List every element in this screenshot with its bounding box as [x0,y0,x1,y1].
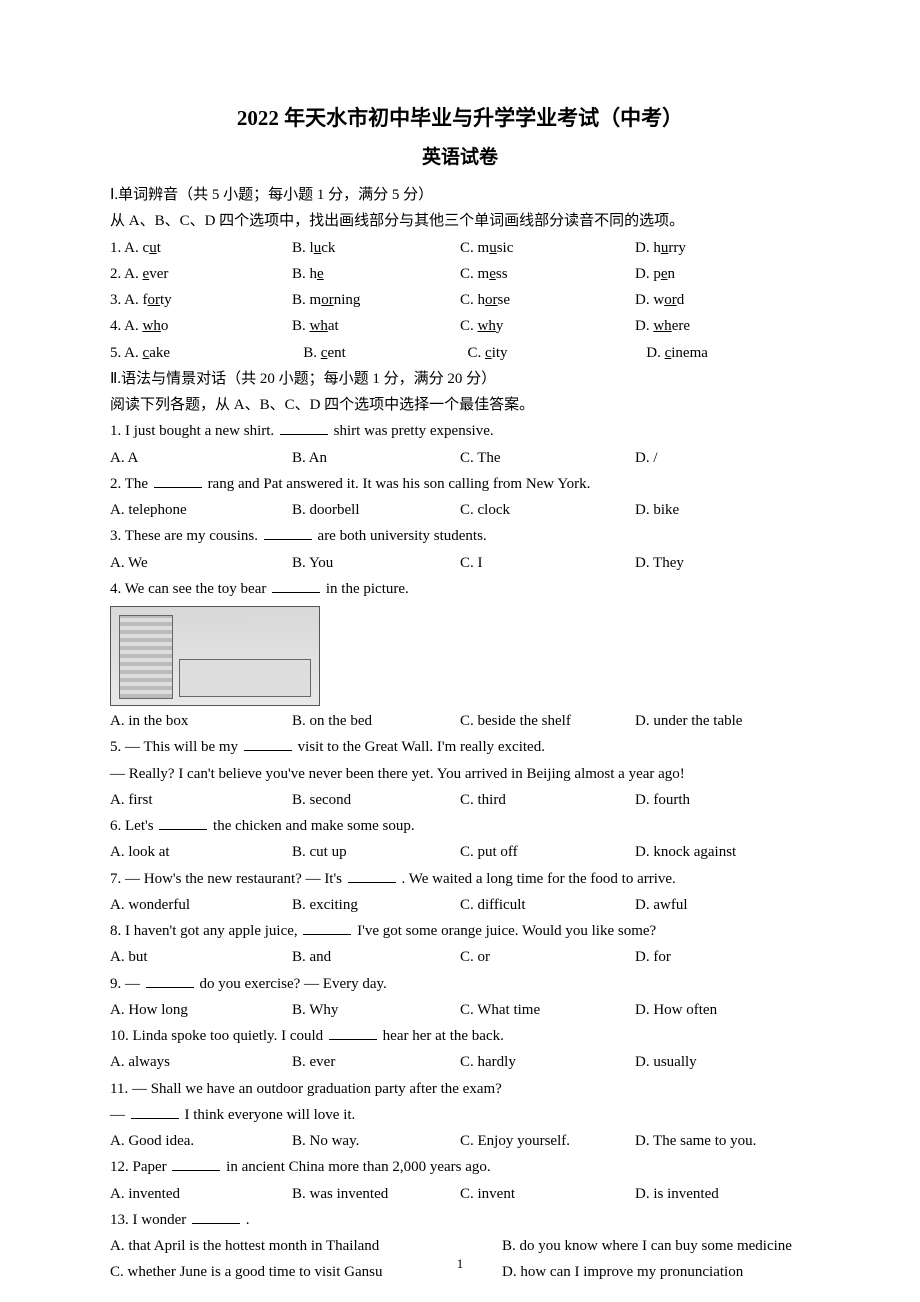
q8-opt-c: C. or [460,944,635,970]
q4-stem: 4. We can see the toy bear in the pictur… [110,576,810,602]
q10-stem: 10. Linda spoke too quietly. I could hea… [110,1023,810,1049]
q8-opt-b: B. and [292,944,460,970]
q10-opt-d: D. usually [635,1049,810,1075]
q1-options: A. A B. An C. The D. / [110,445,810,471]
q1-opt-c: C. The [460,445,635,471]
section-2-header: Ⅱ.语法与情景对话（共 20 小题；每小题 1 分，满分 20 分） [110,366,810,392]
q4-opt-b: B. on the bed [292,708,460,734]
q12-stem: 12. Paper in ancient China more than 2,0… [110,1154,810,1180]
q12-opt-b: B. was invented [292,1181,460,1207]
q4-opt-a: A. in the box [110,708,292,734]
q11-line2: — I think everyone will love it. [110,1102,810,1128]
q2-opt-c: C. clock [460,497,635,523]
q12-opt-a: A. invented [110,1181,292,1207]
q11-opt-d: D. The same to you. [635,1128,810,1154]
q3-opt-d: D. They [635,550,810,576]
q2-stem: 2. The rang and Pat answered it. It was … [110,471,810,497]
phonetics-row-2: 2. A. ever B. he C. mess D. pen [110,261,810,287]
q1-opt-b: B. An [292,445,460,471]
section-1-instruction: 从 A、B、C、D 四个选项中，找出画线部分与其他三个单词画线部分读音不同的选项… [110,208,810,234]
q10-opt-b: B. ever [292,1049,460,1075]
q8-stem: 8. I haven't got any apple juice, I've g… [110,918,810,944]
exam-title: 2022 年天水市初中毕业与升学学业考试（中考） [110,100,810,137]
q9-opt-c: C. What time [460,997,635,1023]
q7-opt-a: A. wonderful [110,892,292,918]
q4-opt-d: D. under the table [635,708,810,734]
q5-opt-b: B. second [292,787,460,813]
section-2-instruction: 阅读下列各题，从 A、B、C、D 四个选项中选择一个最佳答案。 [110,392,810,418]
q3-stem: 3. These are my cousins. are both univer… [110,523,810,549]
q9-opt-b: B. Why [292,997,460,1023]
q11-opt-a: A. Good idea. [110,1128,292,1154]
q1-stem: 1. I just bought a new shirt. shirt was … [110,418,810,444]
q7-opt-c: C. difficult [460,892,635,918]
q6-opt-d: D. knock against [635,839,810,865]
q4-image [110,606,320,706]
q13-stem: 13. I wonder . [110,1207,810,1233]
q11-options: A. Good idea. B. No way. C. Enjoy yourse… [110,1128,810,1154]
q5-opt-c: C. third [460,787,635,813]
q3-opt-c: C. I [460,550,635,576]
q7-opt-d: D. awful [635,892,810,918]
q6-opt-c: C. put off [460,839,635,865]
q5-opt-a: A. first [110,787,292,813]
phonetics-row-5: 5. A. cake B. cent C. city D. cinema [110,340,810,366]
section-1-header: Ⅰ.单词辨音（共 5 小题；每小题 1 分，满分 5 分） [110,182,810,208]
phonetics-row-1: 1. A. cut B. luck C. music D. hurry [110,235,810,261]
q12-opt-c: C. invent [460,1181,635,1207]
q12-opt-d: D. is invented [635,1181,810,1207]
q6-options: A. look at B. cut up C. put off D. knock… [110,839,810,865]
q6-opt-b: B. cut up [292,839,460,865]
q9-opt-d: D. How often [635,997,810,1023]
q10-opt-a: A. always [110,1049,292,1075]
q5-opt-d: D. fourth [635,787,810,813]
q2-opt-d: D. bike [635,497,810,523]
q10-opt-c: C. hardly [460,1049,635,1075]
q10-options: A. always B. ever C. hardly D. usually [110,1049,810,1075]
q1-opt-a: A. A [110,445,292,471]
phonetics-row-3: 3. A. forty B. morning C. horse D. word [110,287,810,313]
q1-opt-d: D. / [635,445,810,471]
q2-opt-b: B. doorbell [292,497,460,523]
q7-options: A. wonderful B. exciting C. difficult D.… [110,892,810,918]
q6-opt-a: A. look at [110,839,292,865]
page-number: 1 [0,1253,920,1276]
q3-opt-a: A. We [110,550,292,576]
q6-stem: 6. Let's the chicken and make some soup. [110,813,810,839]
q7-opt-b: B. exciting [292,892,460,918]
q12-options: A. invented B. was invented C. invent D.… [110,1181,810,1207]
q4-opt-c: C. beside the shelf [460,708,635,734]
q9-stem: 9. — do you exercise? — Every day. [110,971,810,997]
q11-opt-b: B. No way. [292,1128,460,1154]
q3-options: A. We B. You C. I D. They [110,550,810,576]
exam-subject: 英语试卷 [110,141,810,174]
phonetics-row-4: 4. A. who B. what C. why D. where [110,313,810,339]
q5-line2: — Really? I can't believe you've never b… [110,761,810,787]
q2-opt-a: A. telephone [110,497,292,523]
q5-options: A. first B. second C. third D. fourth [110,787,810,813]
q4-options: A. in the box B. on the bed C. beside th… [110,708,810,734]
q8-options: A. but B. and C. or D. for [110,944,810,970]
q2-options: A. telephone B. doorbell C. clock D. bik… [110,497,810,523]
q8-opt-d: D. for [635,944,810,970]
q11-opt-c: C. Enjoy yourself. [460,1128,635,1154]
q7-stem: 7. — How's the new restaurant? — It's . … [110,866,810,892]
q8-opt-a: A. but [110,944,292,970]
q5-line1: 5. — This will be my visit to the Great … [110,734,810,760]
q11-line1: 11. — Shall we have an outdoor graduatio… [110,1076,810,1102]
q3-opt-b: B. You [292,550,460,576]
q9-options: A. How long B. Why C. What time D. How o… [110,997,810,1023]
q9-opt-a: A. How long [110,997,292,1023]
